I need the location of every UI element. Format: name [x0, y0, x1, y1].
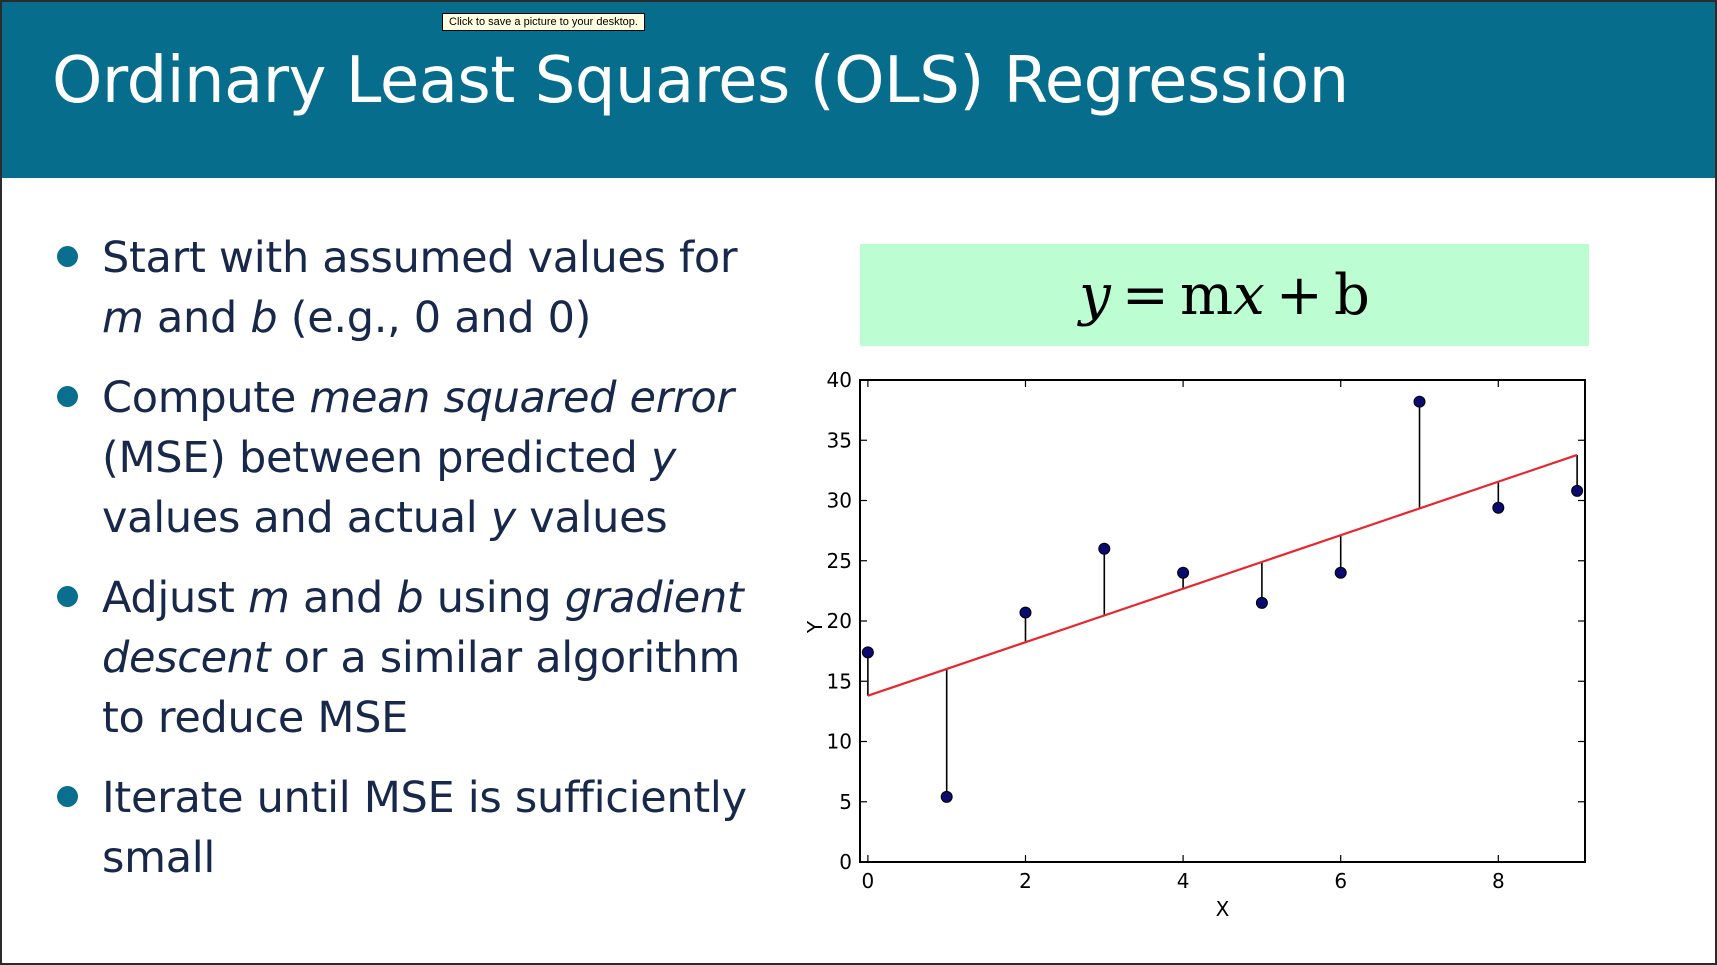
regression-line: [867, 453, 1578, 697]
bullet-emphasis: b: [250, 293, 278, 343]
x-tick-label: 4: [1177, 869, 1190, 893]
y-tick-label: 20: [827, 609, 852, 633]
bullet-segment: values: [515, 493, 668, 543]
bullet-emphasis: m: [248, 573, 290, 623]
y-tick-label: 15: [827, 669, 852, 693]
chart-container: 0 5 10 15 20 25 30 35 40 0 2 4 6 8 X Y: [782, 362, 1602, 932]
y-tick-label: 30: [827, 489, 852, 513]
bullet-item: Adjust m and b using gradient descent or…: [57, 568, 757, 748]
bullet-segment: Iterate until MSE is sufficiently small: [102, 773, 747, 883]
bullet-emphasis: b: [396, 573, 424, 623]
bullet-text: Compute mean squared error (MSE) between…: [102, 368, 757, 548]
bullet-segment: using: [423, 573, 565, 623]
bullet-segment: or a similar algorithm to reduce MSE: [102, 633, 741, 743]
bullet-segment: Compute: [102, 373, 310, 423]
bullet-item: Iterate until MSE is sufficiently small: [57, 768, 757, 888]
bullet-dot-icon: [57, 386, 78, 407]
data-point: [1177, 566, 1190, 579]
formula-box: y = mx + b: [860, 244, 1589, 346]
y-axis-label: Y: [803, 620, 827, 634]
bullet-dot-icon: [57, 786, 78, 807]
bullet-segment: and: [289, 573, 397, 623]
y-tick-label: 25: [827, 549, 852, 573]
data-point: [1019, 606, 1032, 619]
bullet-text: Iterate until MSE is sufficiently small: [102, 768, 757, 888]
slide-title: Ordinary Least Squares (OLS) Regression: [52, 44, 1349, 118]
formula-variable: x: [1233, 262, 1265, 328]
x-axis-label: X: [1216, 897, 1230, 921]
data-point: [1255, 596, 1268, 609]
bullet-dot-icon: [57, 246, 78, 267]
data-point: [1571, 484, 1584, 497]
y-tick-label: 10: [827, 730, 852, 754]
data-point: [1413, 395, 1426, 408]
scatter-chart: 0 5 10 15 20 25 30 35 40 0 2 4 6 8 X Y: [803, 368, 1586, 921]
bullet-emphasis: y: [490, 493, 516, 543]
formula-variable: y: [1079, 262, 1111, 328]
bullet-segment: (MSE) between predicted: [102, 433, 651, 483]
y-tick-label: 5: [839, 790, 852, 814]
bullet-emphasis: mean squared error: [309, 373, 734, 423]
bullet-emphasis: m: [102, 293, 144, 343]
y-tick-label: 0: [839, 850, 852, 874]
bullet-segment: Adjust: [102, 573, 248, 623]
x-tick-label: 0: [862, 869, 875, 893]
data-point: [1492, 501, 1505, 514]
plot-frame: [859, 379, 1586, 863]
x-tick-label: 6: [1334, 869, 1347, 893]
bullet-list: Start with assumed values for m and b (e…: [57, 228, 757, 908]
x-tick-label: 8: [1492, 869, 1505, 893]
bullet-text: Adjust m and b using gradient descent or…: [102, 568, 757, 748]
bullet-text: Start with assumed values for m and b (e…: [102, 228, 757, 348]
bullet-segment: and: [143, 293, 251, 343]
bullet-emphasis: y: [650, 433, 676, 483]
formula: y = mx + b: [1079, 262, 1370, 328]
x-tick-label: 2: [1019, 869, 1032, 893]
data-point: [1334, 566, 1347, 579]
bullet-segment: Start with assumed values for: [102, 233, 738, 283]
bullet-item: Start with assumed values for m and b (e…: [57, 228, 757, 348]
data-point: [1098, 542, 1111, 555]
y-tick-label: 35: [827, 428, 852, 452]
tooltip: Click to save a picture to your desktop.: [442, 13, 645, 31]
bullet-item: Compute mean squared error (MSE) between…: [57, 368, 757, 548]
title-bar: Ordinary Least Squares (OLS) Regression: [2, 2, 1715, 178]
y-tick-label: 40: [827, 368, 852, 392]
data-point: [861, 646, 874, 659]
data-point: [940, 790, 953, 803]
bullet-emphasis: gradient descent: [102, 573, 744, 683]
bullet-segment: values and actual: [102, 493, 491, 543]
bullet-segment: (e.g., 0 and 0): [277, 293, 592, 343]
bullet-dot-icon: [57, 586, 78, 607]
